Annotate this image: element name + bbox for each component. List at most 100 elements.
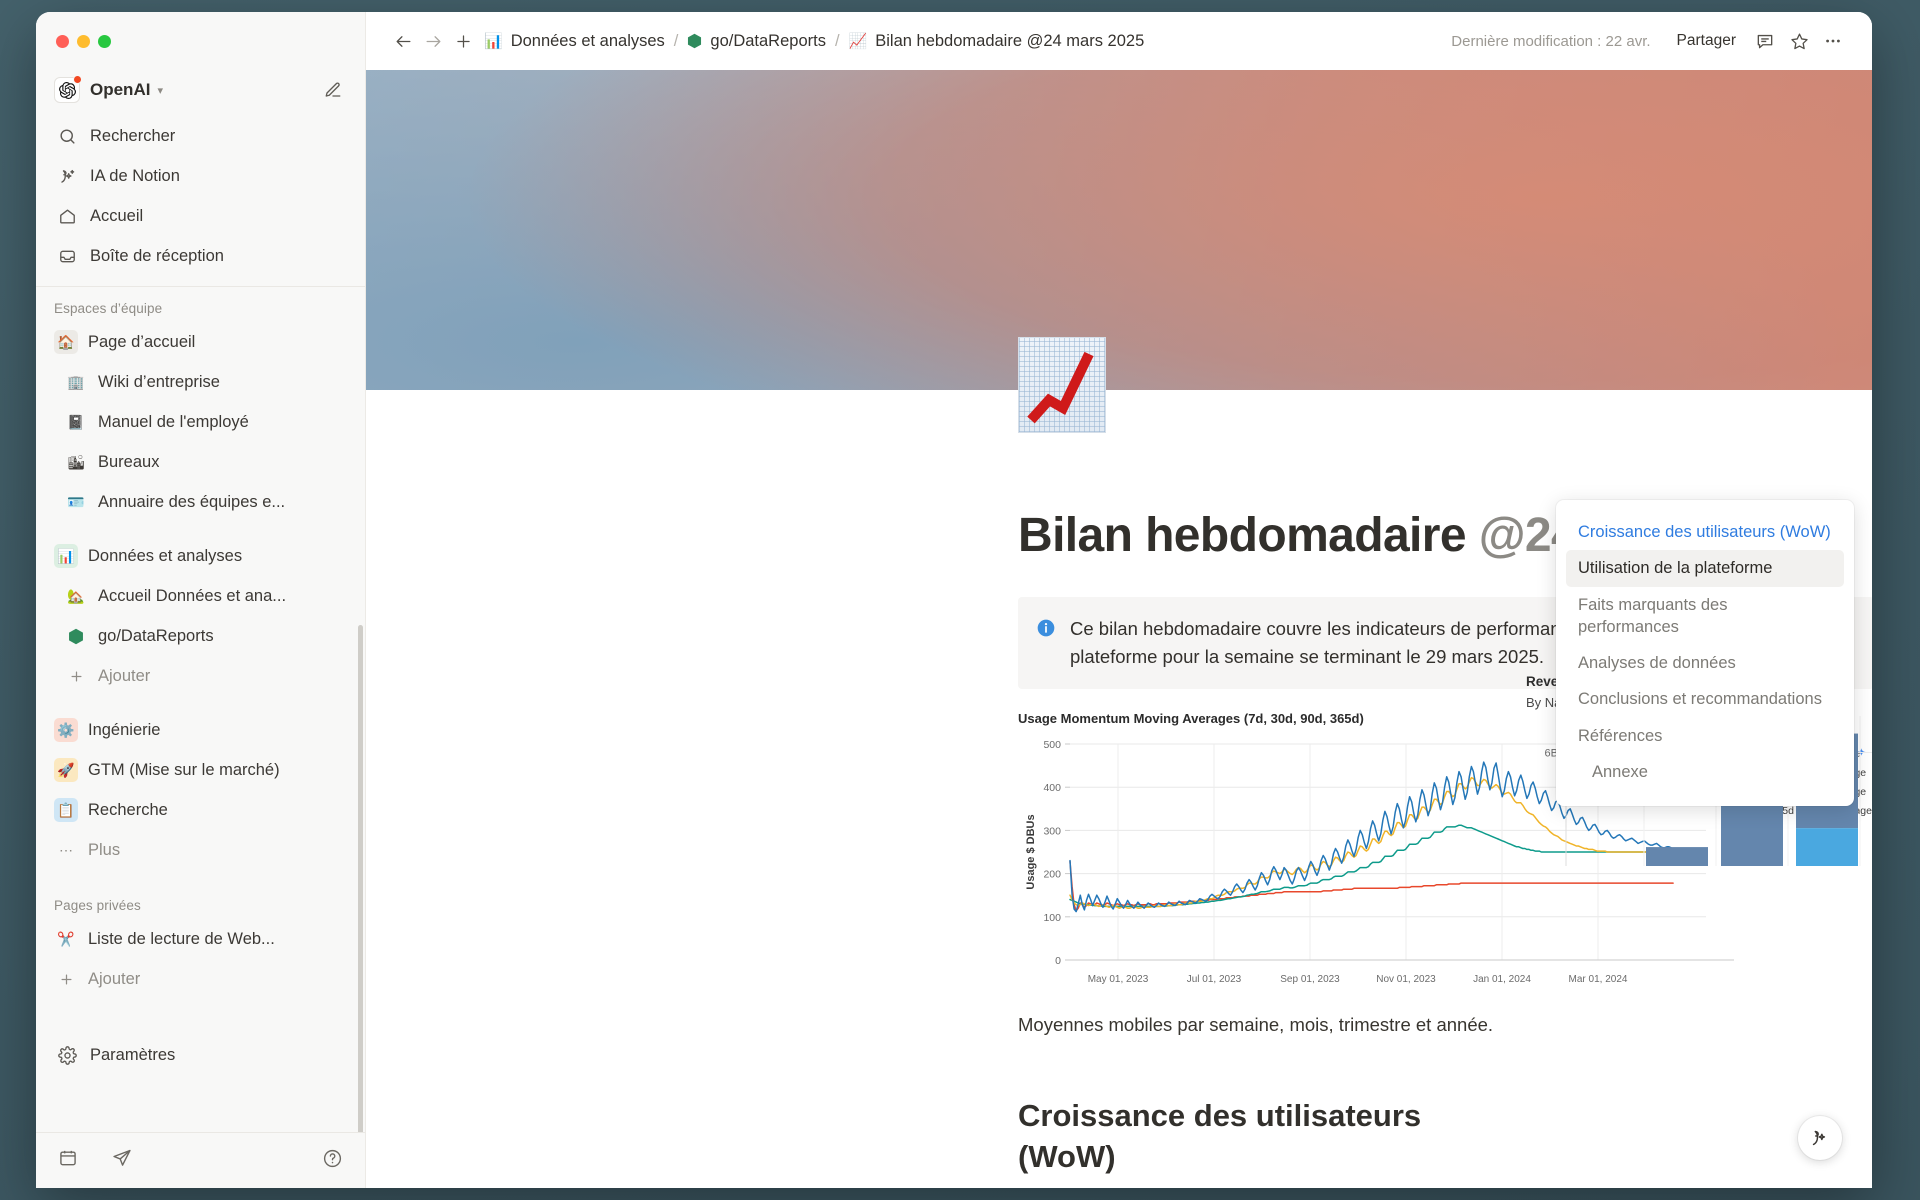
sidebar-item-label: Plus [88, 840, 121, 859]
toc-item-conclusions[interactable]: Conclusions et recommandations [1578, 690, 1822, 709]
workspace-switcher[interactable]: OpenAI ▾ [46, 70, 355, 110]
ellipsis-icon: ⋯ [59, 841, 73, 858]
sidebar-item-label: Boîte de réception [90, 246, 224, 265]
sidebar-item-recherche[interactable]: 📋 Recherche [46, 790, 355, 830]
notion-ai-icon [1812, 1130, 1826, 1146]
svg-text:Usage $ DBUs: Usage $ DBUs [1025, 815, 1037, 890]
more-options-icon[interactable] [1818, 26, 1848, 56]
minimize-window-button[interactable] [77, 34, 90, 48]
sidebar-item-label: Paramètres [90, 1045, 176, 1064]
sidebar-item-manuel-employe[interactable]: 📓 Manuel de l'employé [46, 402, 355, 442]
close-window-button[interactable] [56, 34, 69, 48]
toc-item-analyses[interactable]: Analyses de données [1578, 654, 1736, 673]
new-page-button[interactable] [448, 26, 478, 56]
sidebar-add-private-page[interactable]: Ajouter [46, 959, 355, 999]
sidebar-divider [36, 286, 365, 287]
sidebar-item-inbox[interactable]: Boîte de réception [46, 236, 355, 276]
calendar-icon[interactable] [58, 1148, 78, 1173]
sidebar-item-annuaire-equipes[interactable]: 🪪 Annuaire des équipes e... [46, 482, 355, 522]
svg-text:0: 0 [1055, 955, 1061, 967]
toc-item-references[interactable]: Références [1578, 726, 1663, 745]
back-button[interactable] [388, 26, 418, 56]
chart-caption: Moyennes mobiles par semaine, mois, trim… [1018, 1014, 1494, 1036]
top-bar: 📊 Données et analyses / go/DataReports /… [366, 12, 1872, 70]
usage-momentum-chart[interactable]: Usage Momentum Moving Averages (7d, 30d,… [1018, 711, 1872, 1000]
svg-text:6B: 6B [1545, 747, 1558, 759]
svg-text:May 01, 2023: May 01, 2023 [1088, 974, 1149, 985]
toc-item-croissance[interactable]: Croissance des utilisateurs (WoW) [1578, 523, 1831, 541]
sidebar-item-label: IA de Notion [90, 166, 180, 185]
section-heading-croissance: Croissance des utilisateurs (WoW) [1018, 1098, 1422, 1174]
compose-icon[interactable] [319, 76, 347, 104]
notion-window: OpenAI ▾ Rechercher IA de Notion [36, 12, 1872, 1188]
sidebar-item-liste-lecture-web[interactable]: ✂️ Liste de lecture de Web... [46, 919, 355, 959]
sidebar: OpenAI ▾ Rechercher IA de Notion [36, 12, 366, 1188]
hexagon-green-icon [687, 32, 702, 51]
sidebar-item-label: Rechercher [90, 126, 176, 145]
svg-text:Jan 01, 2024: Jan 01, 2024 [1473, 974, 1531, 985]
sidebar-add-page-datareports[interactable]: Ajouter [46, 656, 355, 696]
line-chart-emoji-icon: 📈 [848, 33, 868, 50]
sidebar-item-bureaux[interactable]: 🏙 Bureaux [46, 442, 355, 482]
help-circle-icon[interactable] [322, 1148, 343, 1174]
window-traffic-lights [36, 12, 365, 70]
sidebar-item-label: GTM (Mise sur le marché) [88, 760, 280, 779]
sidebar-item-ingenierie[interactable]: ⚙️ Ingénierie [46, 710, 355, 750]
breadcrumb-item-go-datareports[interactable]: go/DataReports [681, 28, 832, 55]
clipboard-emoji-icon: 📋 [54, 798, 78, 822]
last-modified-text: Dernière modification : 22 avr. [1451, 32, 1651, 50]
sidebar-item-notion-ai[interactable]: IA de Notion [46, 156, 355, 196]
svg-text:Mar 01, 2024: Mar 01, 2024 [1569, 974, 1628, 985]
paper-plane-icon[interactable] [112, 1148, 132, 1173]
breadcrumb-label: Bilan hebdomadaire @24 mars 2025 [875, 31, 1145, 50]
chevron-down-icon: ▾ [157, 84, 163, 97]
breadcrumb-label: go/DataReports [710, 31, 826, 50]
sidebar-item-accueil-donnees[interactable]: 🏡 Accueil Données et ana... [46, 576, 355, 616]
org-chart-emoji-icon: 🏢 [67, 373, 85, 390]
sidebar-item-rechercher[interactable]: Rechercher [46, 116, 355, 156]
zoom-window-button[interactable] [98, 34, 111, 48]
toc-item-faits-marquants[interactable]: Faits marquants des performances [1578, 595, 1728, 636]
toc-item-utilisation[interactable]: Utilisation de la plateforme [1566, 550, 1844, 587]
hexagon-green-icon [64, 624, 88, 648]
svg-text:Sep 01, 2023: Sep 01, 2023 [1280, 974, 1340, 985]
sidebar-item-label: Page d’accueil [88, 332, 196, 351]
star-icon[interactable] [1784, 26, 1814, 56]
house-green-emoji-icon: 🏡 [67, 587, 85, 604]
breadcrumb-item-donnees-et-analyses[interactable]: 📊 Données et analyses [478, 28, 671, 55]
page-icon-line-chart[interactable] [1018, 337, 1106, 433]
sidebar-item-label: Accueil Données et ana... [98, 586, 287, 605]
sidebar-item-label: Wiki d’entreprise [98, 372, 220, 391]
toc-item-annexe[interactable]: Annexe [1592, 762, 1648, 781]
sidebar-item-plus[interactable]: ⋯ Plus [46, 830, 355, 870]
notion-ai-fab-button[interactable] [1798, 1116, 1842, 1160]
svg-text:200: 200 [1043, 869, 1061, 881]
sidebar-item-parametres[interactable]: Paramètres [46, 1035, 355, 1075]
sidebar-item-label: Accueil [90, 206, 144, 225]
svg-text:400: 400 [1043, 782, 1061, 794]
sidebar-scrollbar[interactable] [358, 625, 363, 1132]
sidebar-item-go-datareports[interactable]: go/DataReports [46, 616, 355, 656]
top-bar-actions: Dernière modification : 22 avr. Partager [1451, 26, 1848, 56]
sidebar-item-label: Manuel de l'employé [98, 412, 249, 431]
share-button[interactable]: Partager [1676, 32, 1736, 49]
chart-plot-area: 0 100 200 300 400 500 May 01, 2023 Jul 01, 2023… [1018, 732, 1872, 1000]
svg-text:500: 500 [1043, 739, 1061, 751]
sidebar-item-gtm[interactable]: 🚀 GTM (Mise sur le marché) [46, 750, 355, 790]
house-emoji-icon: 🏠 [54, 330, 78, 354]
sidebar-item-accueil[interactable]: Accueil [46, 196, 355, 236]
section-title-teamspaces: Espaces d’équipe [54, 301, 163, 316]
sidebar-item-wiki-entreprise[interactable]: 🏢 Wiki d’entreprise [46, 362, 355, 402]
rocket-emoji-icon: 🚀 [54, 758, 78, 782]
breadcrumb-item-current-page[interactable]: 📈 Bilan hebdomadaire @24 mars 2025 [843, 28, 1151, 55]
gears-emoji-icon: ⚙️ [54, 718, 78, 742]
city-emoji-icon: 🏙 [67, 453, 85, 470]
sidebar-item-donnees-et-analyses[interactable]: 📊 Données et analyses [46, 536, 355, 576]
comment-icon[interactable] [1750, 26, 1780, 56]
svg-text:100: 100 [1043, 912, 1061, 924]
sidebar-item-page-daccueil[interactable]: 🏠 Page d’accueil [46, 322, 355, 362]
sparkle-icon: ✦ [1856, 747, 1866, 760]
forward-button[interactable] [418, 26, 448, 56]
openai-logo-icon [54, 75, 82, 103]
